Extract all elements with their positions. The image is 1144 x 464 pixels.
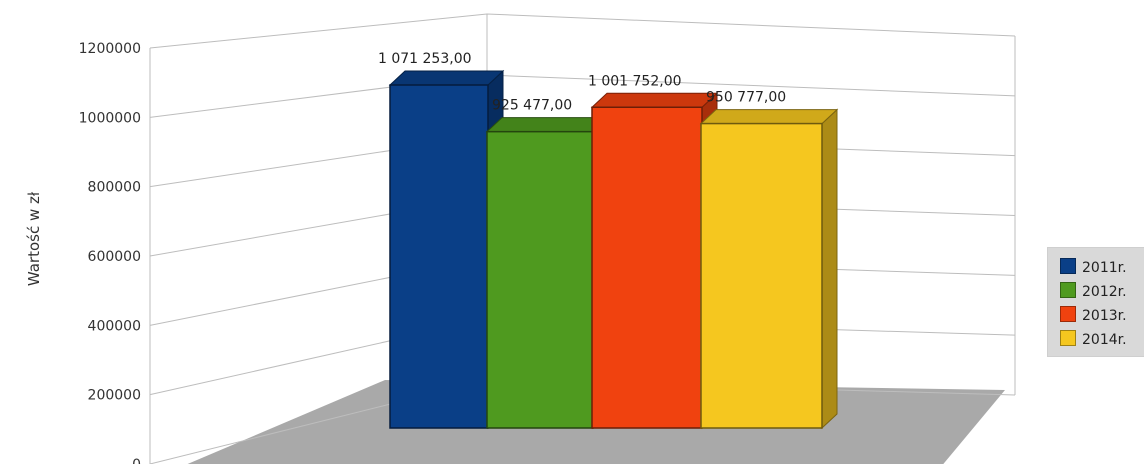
gridline-1200000 <box>149 13 1016 49</box>
y-tick-label-600000: 600000 <box>88 249 141 265</box>
bar-2011r. <box>388 69 505 430</box>
legend-label-2012: 2012r. <box>1082 284 1127 300</box>
bar-front-2011r. <box>389 84 489 429</box>
legend-swatch-2012 <box>1060 282 1076 298</box>
legend-label-2013: 2013r. <box>1082 308 1127 324</box>
legend-swatch-2011 <box>1060 258 1076 274</box>
bar-2012r. <box>485 116 610 430</box>
legend-label-2014: 2014r. <box>1082 332 1127 348</box>
bar-front-2014r. <box>700 122 823 429</box>
value-label-2013r.: 1 001 752,00 <box>588 73 682 89</box>
y-tick-label-800000: 800000 <box>88 180 141 196</box>
legend-item-2012: 2012r. <box>1060 282 1127 302</box>
y-axis-label: Wartość w zł <box>25 191 43 287</box>
legend-swatch-2013 <box>1060 306 1076 322</box>
value-label-2012r.: 925 477,00 <box>492 98 572 114</box>
y-tick-label-1000000: 1000000 <box>79 110 141 126</box>
legend-item-2011: 2011r. <box>1060 258 1127 278</box>
value-label-2011r.: 1 071 253,00 <box>378 51 472 67</box>
bar-top-2014r. <box>699 109 839 125</box>
y-tick-label-1200000: 1200000 <box>79 41 141 57</box>
bar-top-2013r. <box>590 92 719 108</box>
legend-swatch-2014 <box>1060 330 1076 346</box>
bar-front-2013r. <box>591 106 703 429</box>
legend-label-2011: 2011r. <box>1082 260 1127 276</box>
bars <box>388 69 839 430</box>
gridline-1000000 <box>149 74 1016 118</box>
bar-2014r. <box>699 108 839 430</box>
legend: 2011r. 2012r. 2013r. 2014r. <box>1047 247 1144 357</box>
value-labels: 1 071 253,00 925 477,00 1 001 752,00 950 77… <box>378 51 786 114</box>
bar-top-2012r. <box>485 117 610 133</box>
y-axis-ticks: 0 200000 400000 600000 800000 1000000 1200000 <box>79 41 141 464</box>
legend-item-2013: 2013r. <box>1060 306 1127 326</box>
y-tick-label-400000: 400000 <box>88 318 141 334</box>
value-label-2014r.: 950 777,00 <box>706 90 786 106</box>
y-tick-label-200000: 200000 <box>88 388 141 404</box>
bar-2013r. <box>590 92 719 430</box>
y-tick-label-0: 0 <box>132 457 141 464</box>
legend-item-2014: 2014r. <box>1060 330 1127 350</box>
bar-side-2014r. <box>821 108 838 430</box>
bar-front-2012r. <box>486 130 594 429</box>
bar-top-2011r. <box>388 70 505 86</box>
